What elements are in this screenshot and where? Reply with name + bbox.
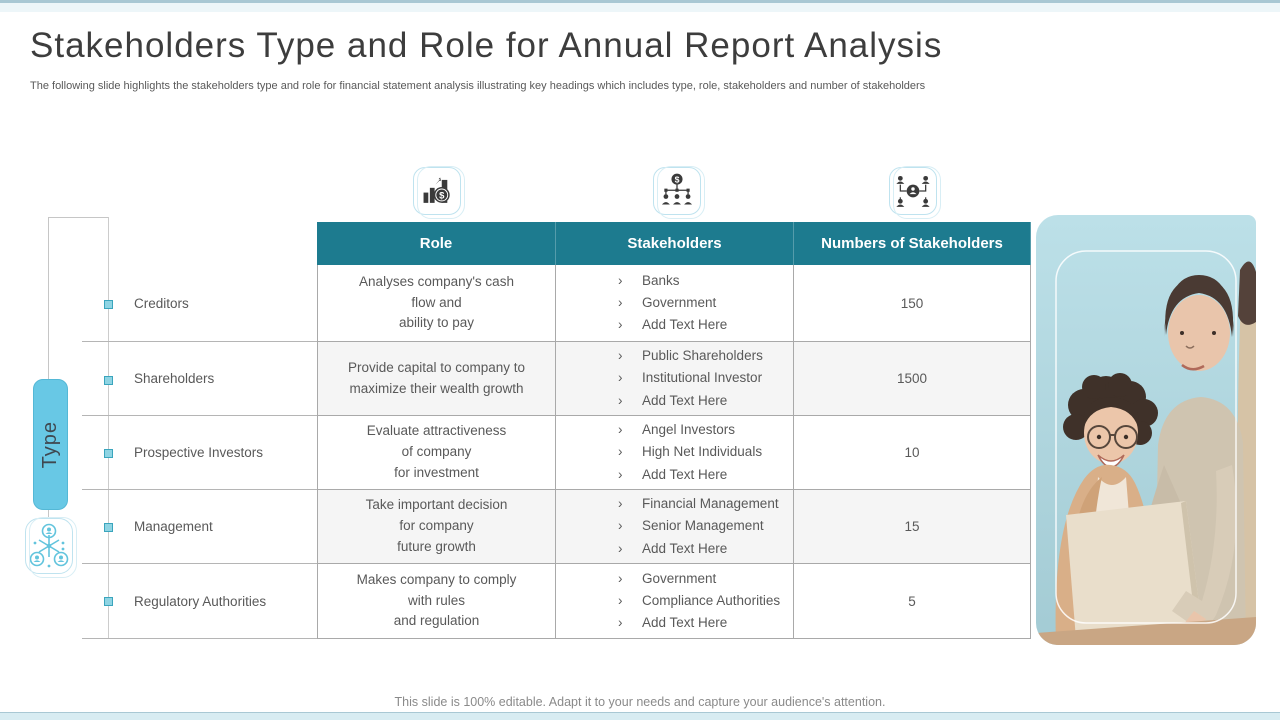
list-item: › High Net Individuals: [618, 441, 793, 463]
row-bullet: [104, 300, 113, 309]
list-item: › Public Shareholders: [618, 345, 793, 367]
list-item: › Government: [618, 568, 793, 590]
people-network-glyph: [896, 175, 930, 207]
photo-two-women-laptop: [1036, 215, 1256, 645]
bracket-line-horizontal: [48, 217, 109, 218]
bar-chart-dollar-glyph: $: [423, 177, 450, 203]
row-label: Regulatory Authorities: [82, 564, 317, 639]
list-item: › Compliance Authorities: [618, 590, 793, 612]
row-bullet: [104, 523, 113, 532]
list-marker: ›: [618, 348, 623, 364]
number-cell: 1500: [794, 342, 1031, 416]
bar-chart-dollar-icon: $: [413, 166, 465, 219]
number-cell: 5: [794, 564, 1031, 639]
row-label: Shareholders: [82, 342, 317, 416]
list-marker: ›: [618, 392, 623, 408]
slide-top-border: [0, 0, 1280, 12]
page-title: Stakeholders Type and Role for Annual Re…: [30, 26, 943, 65]
list-item: › Financial Management: [618, 493, 793, 515]
stakeholders-cell: › Public Shareholders › Institutional Inve…: [556, 342, 794, 416]
number-cell: 15: [794, 490, 1031, 564]
svg-text:$: $: [439, 191, 445, 202]
list-marker: ›: [618, 272, 623, 288]
row-label: Creditors: [82, 265, 317, 342]
list-marker: ›: [618, 570, 623, 586]
list-marker: ›: [618, 615, 623, 631]
page-subtitle: The following slide highlights the stake…: [30, 80, 926, 92]
role-cell: Evaluate attractiveness of company for i…: [317, 416, 556, 490]
role-cell: Take important decision for company futu…: [317, 490, 556, 564]
role-cell: Analyses company's cash flow and ability…: [317, 265, 556, 342]
stakeholders-cell: › Banks › Government › Add Text Here: [556, 265, 794, 342]
type-label-pill: Type: [33, 379, 68, 510]
type-label: Type: [39, 420, 61, 469]
list-item: › Institutional Investor: [618, 367, 793, 389]
list-item: › Add Text Here: [618, 538, 793, 560]
list-marker: ›: [618, 540, 623, 556]
column-header-numbers: Numbers of Stakeholders: [794, 222, 1031, 265]
hierarchy-dollar-icon: $: [653, 166, 705, 219]
column-header-role: Role: [317, 222, 556, 265]
list-item: › Add Text Here: [618, 314, 793, 336]
number-cell: 10: [794, 416, 1031, 490]
list-marker: ›: [618, 466, 623, 482]
role-cell: Makes company to comply with rules and r…: [317, 564, 556, 639]
row-bullet: [104, 597, 113, 606]
list-marker: ›: [618, 518, 623, 534]
list-item: › Add Text Here: [618, 464, 793, 486]
hierarchy-dollar-glyph: $: [661, 173, 693, 205]
number-cell: 150: [794, 265, 1031, 342]
header-spacer: [82, 222, 317, 265]
svg-text:$: $: [675, 174, 680, 184]
list-marker: ›: [618, 317, 623, 333]
people-network-icon: [889, 166, 941, 219]
row-bullet: [104, 449, 113, 458]
list-marker: ›: [618, 422, 623, 438]
list-marker: ›: [618, 592, 623, 608]
list-marker: ›: [618, 496, 623, 512]
list-item: › Angel Investors: [618, 419, 793, 441]
role-cell: Provide capital to company to maximize t…: [317, 342, 556, 416]
type-spine-line: [108, 217, 109, 638]
column-header-stakeholders: Stakeholders: [556, 222, 794, 265]
people-share-network-glyph: [29, 523, 69, 568]
stakeholders-cell: › Financial Management › Senior Management…: [556, 490, 794, 564]
row-bullet: [104, 376, 113, 385]
row-label: Management: [82, 490, 317, 564]
list-item: › Government: [618, 292, 793, 314]
stakeholders-cell: › Government › Compliance Authorities › Add…: [556, 564, 794, 639]
list-marker: ›: [618, 294, 623, 310]
list-item: › Senior Management: [618, 515, 793, 537]
stakeholders-table: Role Stakeholders Numbers of Stakeholder…: [82, 222, 1031, 639]
stakeholders-cell: › Angel Investors › High Net Individuals ›…: [556, 416, 794, 490]
list-marker: ›: [618, 370, 623, 386]
people-share-network-icon: [25, 517, 77, 578]
footer-note: This slide is 100% editable. Adapt it to…: [394, 695, 886, 709]
list-item: › Add Text Here: [618, 612, 793, 634]
slide-bottom-border: [0, 712, 1280, 720]
list-marker: ›: [618, 444, 623, 460]
photo-illustration: [1036, 215, 1256, 645]
list-item: › Banks: [618, 270, 793, 292]
bracket-line-vertical: [48, 217, 49, 520]
list-item: › Add Text Here: [618, 390, 793, 412]
row-label: Prospective Investors: [82, 416, 317, 490]
